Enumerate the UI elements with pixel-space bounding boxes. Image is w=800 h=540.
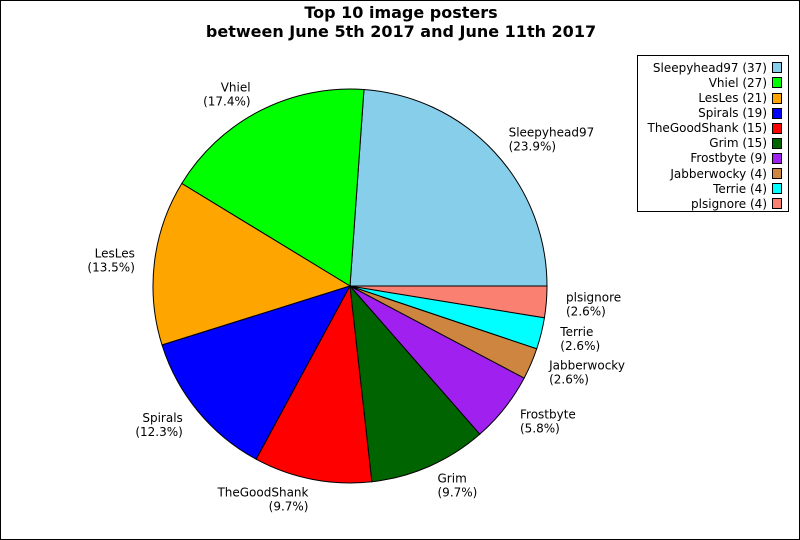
slice-label-plsignore: plsignore (2.6%) (566, 291, 621, 319)
legend-label: Jabberwocky (4) (670, 166, 767, 181)
slice-name-label: Terrie (559, 325, 593, 339)
slice-percent-label: (2.6%) (549, 373, 589, 387)
slice-name-label: LesLes (95, 247, 135, 261)
slice-percent-label: (9.7%) (438, 485, 478, 499)
slice-percent-label: (5.8%) (520, 421, 560, 435)
legend-item-lesles: LesLes (21) (698, 90, 782, 106)
legend-label: Spirals (19) (698, 106, 767, 121)
legend-item-vhiel: Vhiel (27) (709, 75, 782, 91)
pie-slice-vhiel (181, 88, 365, 287)
legend-label: Grim (15) (709, 136, 767, 151)
slice-percent-label: (13.5%) (87, 261, 134, 275)
slice-label-terrie: Terrie (2.6%) (559, 325, 600, 353)
chart-title-line-2: between June 5th 2017 and June 11th 2017 (205, 22, 597, 41)
pie-slice-plsignore (349, 285, 548, 319)
slice-name-label: Vhiel (221, 80, 251, 94)
legend-item-spirals: Spirals (19) (698, 105, 782, 121)
pie-slice-grim (349, 284, 481, 483)
legend-label: plsignore (4) (691, 196, 767, 211)
slice-name-label: Sleepyhead97 (509, 125, 595, 139)
slice-name-label: Jabberwocky (548, 359, 625, 373)
slice-percent-label: (12.3%) (135, 425, 182, 439)
slice-label-sleepyhead97: Sleepyhead97 (23.9%) (509, 125, 595, 153)
slice-name-label: Spirals (142, 411, 182, 425)
pie-slice-sleepyhead97 (349, 88, 548, 287)
legend-swatch (772, 77, 782, 89)
slice-label-frostbyte: Frostbyte (5.8%) (520, 407, 576, 435)
slice-name-label: plsignore (566, 291, 621, 305)
pie-slice-lesles (152, 182, 352, 346)
slice-percent-label: (9.7%) (269, 500, 309, 514)
legend-item-grim: Grim (15) (709, 136, 782, 152)
slice-label-vhiel: Vhiel (17.4%) (203, 80, 250, 108)
legend-label: Sleepyhead97 (37) (652, 60, 767, 75)
legend-item-frostbyte: Frostbyte (9) (690, 151, 782, 167)
slice-name-label: TheGoodShank (216, 486, 308, 500)
slice-label-spirals: Spirals (12.3%) (135, 411, 182, 439)
legend-label: TheGoodShank (15) (647, 121, 768, 136)
legend-swatch (772, 137, 782, 149)
legend-label: LesLes (21) (698, 91, 767, 106)
legend-item-terrie: Terrie (4) (713, 181, 782, 197)
slice-percent-label: (2.6%) (560, 339, 600, 353)
legend-swatch (772, 168, 782, 180)
legend-item-plsignore: plsignore (4) (691, 196, 782, 212)
chart-title-line-1: Top 10 image posters (304, 3, 498, 22)
slice-percent-label: (17.4%) (203, 94, 250, 108)
legend-swatch (772, 62, 782, 74)
legend-swatch (772, 107, 782, 119)
slice-percent-label: (23.9%) (509, 139, 556, 153)
legend-item-jabberwocky: Jabberwocky (4) (670, 166, 782, 182)
legend-label: Vhiel (27) (708, 75, 767, 90)
legend-swatch (772, 183, 782, 195)
legend-item-thegoodshank: TheGoodShank (15) (647, 120, 782, 136)
legend-label: Terrie (4) (713, 181, 767, 196)
pie-slice-spirals (161, 285, 352, 460)
slice-percent-label: (2.6%) (566, 305, 606, 319)
legend-swatch (772, 198, 782, 210)
slice-name-label: Frostbyte (520, 407, 576, 421)
slice-label-lesles: LesLes (13.5%) (87, 247, 134, 275)
slice-label-thegoodshank: TheGoodShank (9.7%) (216, 486, 308, 514)
pie-slice-thegoodshank (255, 284, 373, 484)
chart-title: Top 10 image posters between June 5th 20… (1, 3, 800, 41)
legend-swatch (772, 122, 782, 134)
slice-label-jabberwocky: Jabberwocky (2.6%) (548, 359, 625, 387)
legend-label: Frostbyte (9) (690, 151, 767, 166)
legend-swatch (772, 152, 782, 164)
legend-item-sleepyhead97: Sleepyhead97 (37) (653, 60, 782, 76)
legend: Sleepyhead97 (37) Vhiel (27) LesLes (21) Sp… (637, 55, 789, 212)
legend-swatch (772, 92, 782, 104)
slice-label-grim: Grim (9.7%) (438, 471, 478, 499)
slice-name-label: Grim (438, 471, 467, 485)
